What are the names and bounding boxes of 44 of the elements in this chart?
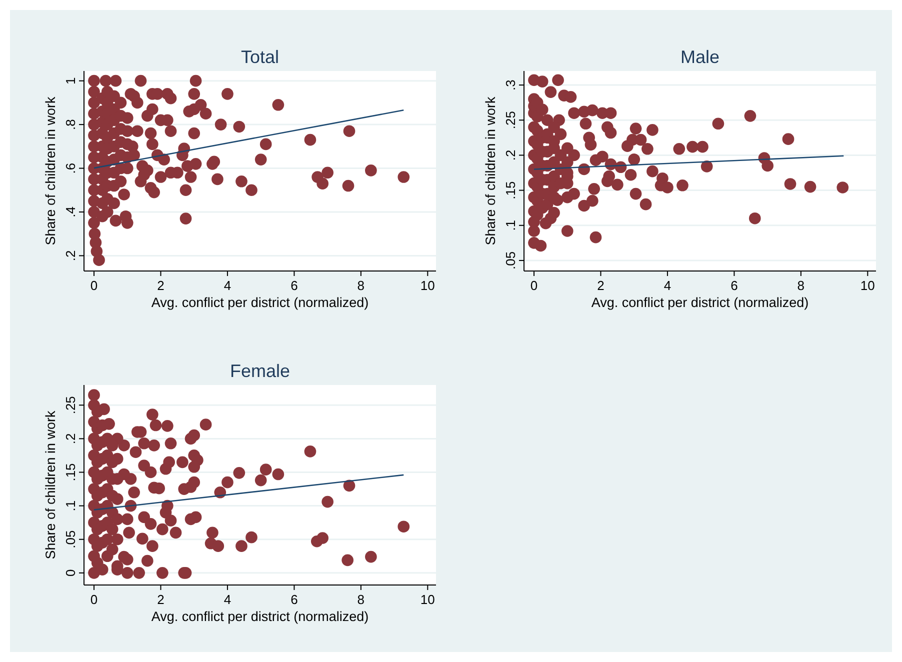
chart-title: Male [680,47,720,67]
x-tick-label: 4 [224,278,232,293]
x-tick-label: 0 [90,592,98,607]
x-tick-label: 6 [730,278,738,293]
y-tick-label: .25 [63,396,78,414]
x-tick-label: 10 [860,278,875,293]
y-tick-label: .3 [503,80,518,90]
y-axis-title: Share of children in work [43,96,58,246]
y-tick-label: .05 [503,251,518,270]
x-tick-label: 0 [530,278,538,293]
x-tick-label: 8 [797,278,805,293]
x-tick-label: 0 [90,278,98,293]
x-tick-label: 2 [157,592,164,607]
x-tick-label: 4 [664,278,672,293]
y-tick-label: .2 [63,250,78,262]
x-tick-label: 2 [157,278,164,293]
y-tick-label: .6 [63,162,78,174]
y-tick-label: .2 [503,150,518,161]
x-tick-label: 10 [420,592,435,607]
y-tick-label: .25 [503,111,518,130]
y-tick-label: .4 [63,206,78,218]
chart-title: Total [240,47,280,67]
y-tick-label: 0 [63,569,78,577]
y-tick-label: .1 [63,500,78,512]
x-tick-label: 2 [597,278,604,293]
y-axis-title: Share of children in work [43,410,58,560]
y-tick-label: .15 [503,181,518,200]
x-tick-label: 8 [357,278,365,293]
x-tick-label: 6 [290,278,298,293]
x-tick-label: 4 [224,592,232,607]
y-tick-label: .8 [63,119,78,130]
x-axis-title: Avg. conflict per district (normalized) [591,295,809,310]
x-axis-title: Avg. conflict per district (normalized) [151,295,369,310]
y-tick-label: .05 [63,530,78,548]
x-axis-title: Avg. conflict per district (normalized) [151,609,369,624]
chart-title: Female [230,361,290,381]
y-tick-label: .15 [63,463,78,482]
y-tick-label: .2 [63,433,78,444]
y-axis-title: Share of children in work [483,96,498,246]
y-tick-label: .1 [503,220,518,231]
x-tick-label: 8 [357,592,365,607]
y-tick-label: 1 [63,77,78,84]
x-tick-label: 10 [420,278,435,293]
x-tick-label: 6 [290,592,298,607]
